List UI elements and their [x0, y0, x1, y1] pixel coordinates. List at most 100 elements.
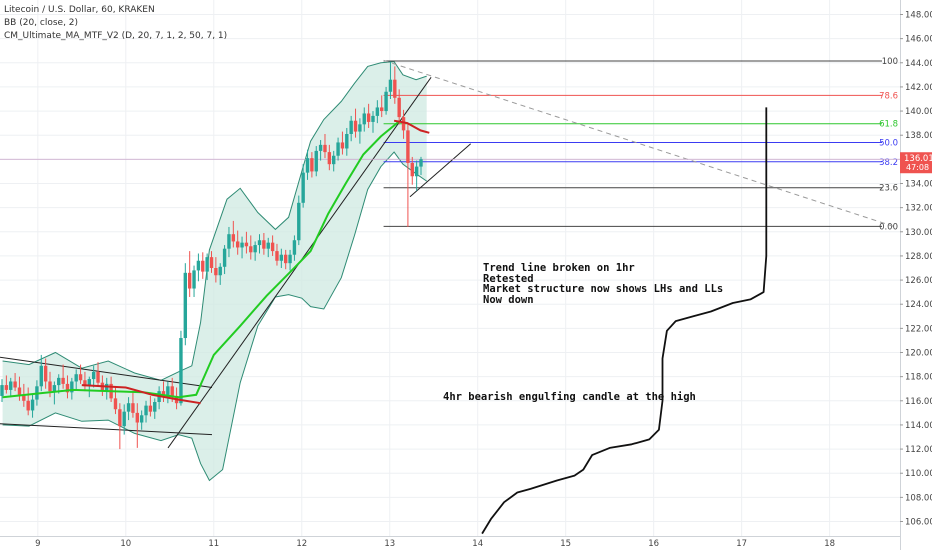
ma-red-line [393, 119, 430, 134]
candle-body [222, 248, 227, 267]
indicator-ma-label[interactable]: CM_Ultimate_MA_MTF_V2 (D, 20, 7, 1, 2, 5… [4, 31, 228, 41]
candle-body [13, 381, 17, 388]
candle-body [345, 134, 349, 149]
fibonacci-retracement[interactable]: 100 78.6 61.8 50.0 38.2 23.6 0.00 [383, 57, 898, 232]
candle-body [126, 403, 131, 412]
y-tick-label: 124.00 [905, 300, 932, 310]
candle-body [419, 159, 423, 167]
y-tick-label: 142.00 [905, 83, 932, 93]
candle-body [39, 365, 43, 387]
candle-body [393, 79, 397, 98]
candle-body [170, 386, 174, 396]
candle-body [70, 381, 74, 393]
x-tick-label: 18 [824, 539, 835, 549]
price-tag-value: 136.01 [904, 154, 932, 164]
trendline[interactable] [409, 143, 472, 198]
indicator-bb-label[interactable]: BB (20, close, 2) [4, 18, 79, 28]
price-tag-box[interactable] [900, 152, 932, 174]
candle-body [135, 412, 140, 423]
candle-body [366, 113, 371, 122]
candle-body [305, 158, 310, 173]
candle-body [96, 371, 100, 383]
annotation-block[interactable]: Trend line broken on 1hr Retested Market… [483, 263, 723, 305]
candle-body [78, 374, 83, 381]
y-tick-label: 108.00 [905, 493, 932, 503]
candle-body [131, 403, 135, 413]
candle-body [61, 377, 65, 384]
trendline[interactable] [0, 356, 213, 388]
bb-lower-line [2, 151, 427, 482]
y-tick-label: 132.00 [905, 204, 932, 214]
x-tick-label: 11 [208, 539, 219, 549]
y-tick-label: 106.00 [905, 518, 932, 528]
candle-body [65, 383, 70, 393]
price-axis-bg [900, 0, 932, 550]
candle-body [371, 115, 375, 122]
candle-body [410, 162, 414, 177]
hand-drawn-path[interactable] [481, 107, 768, 535]
candle-body [384, 91, 388, 112]
candle-body [292, 240, 297, 255]
candle-body [257, 240, 262, 246]
candle-body [166, 386, 170, 398]
candle-body [227, 234, 231, 249]
candle-body [266, 242, 270, 249]
y-tick-label: 148.00 [905, 10, 932, 20]
y-tick-label: 130.00 [905, 228, 932, 238]
candle-body [358, 124, 362, 132]
annotation-line: Market structure now shows LHs and LLs [483, 283, 724, 295]
candle-body [231, 234, 236, 242]
drawn-projection-path[interactable] [481, 107, 768, 535]
candle-body [332, 155, 336, 165]
candle-body [375, 107, 380, 116]
candle-body [17, 387, 22, 395]
dashed-trendline[interactable] [383, 59, 896, 228]
ma-green-line [2, 121, 400, 399]
candle-body [253, 245, 257, 253]
candle-body [139, 415, 144, 423]
y-tick-label: 112.00 [905, 445, 932, 455]
candle-body [318, 144, 323, 151]
candle-body [83, 380, 87, 387]
candle-body [340, 142, 345, 149]
annotation-engulfing[interactable]: 4hr bearish engulfing candle at the high [443, 391, 696, 403]
fib-level-label: 0.00 [879, 222, 898, 232]
candle-body [214, 268, 218, 276]
candle-body [235, 241, 240, 248]
fib-level-label: 23.6 [879, 184, 898, 194]
candle-body [218, 266, 222, 276]
candle-body [122, 411, 126, 427]
candle-body [26, 400, 30, 411]
x-tick-label: 16 [648, 539, 659, 549]
candle-body [148, 405, 153, 412]
candle-body [270, 242, 275, 252]
y-tick-label: 114.00 [905, 421, 932, 431]
x-tick-label: 13 [384, 539, 395, 549]
y-tick-label: 146.00 [905, 35, 932, 45]
annotation-line: Trend line broken on 1hr [483, 262, 635, 274]
candle-body [74, 374, 78, 382]
candle-body [4, 385, 9, 390]
candle-body [288, 254, 292, 264]
candle-body [388, 79, 393, 92]
candle-body [397, 97, 401, 118]
candle-body [414, 166, 419, 177]
symbol-title[interactable]: Litecoin / U.S. Dollar, 60, KRAKEN [4, 5, 155, 15]
candle-body [30, 399, 35, 411]
candle-body [57, 377, 61, 386]
y-tick-label: 140.00 [905, 107, 932, 117]
candle-body [205, 257, 209, 272]
candle-body [353, 120, 358, 132]
y-tick-label: 116.00 [905, 397, 932, 407]
x-tick-label: 9 [35, 539, 40, 549]
candle-body [0, 385, 4, 396]
x-tick-label: 17 [736, 539, 747, 549]
candle-body [380, 107, 384, 112]
y-tick-label: 134.00 [905, 179, 932, 189]
candle-body [336, 142, 340, 156]
candle-body [314, 150, 318, 172]
trendline[interactable] [0, 423, 213, 436]
x-tick-label: 10 [120, 539, 131, 549]
